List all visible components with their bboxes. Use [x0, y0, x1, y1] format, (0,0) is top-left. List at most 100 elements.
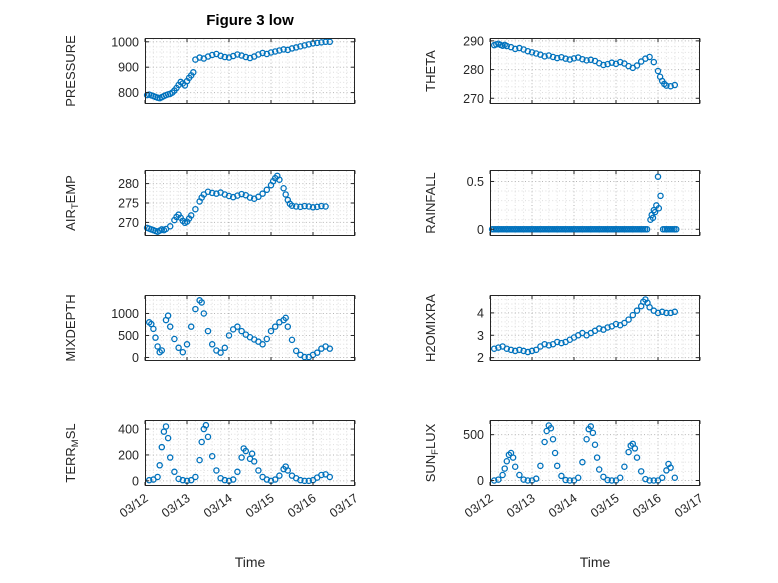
y-label-text: EMP — [63, 175, 78, 203]
y-axis-label-terr-msl: TERRMSL — [63, 423, 81, 482]
x-tick-label: 03/14 — [546, 491, 580, 520]
y-label-subscript: M — [70, 439, 81, 447]
x-axis-label-left: Time — [235, 554, 266, 570]
x-tick-label: 03/13 — [504, 491, 538, 520]
x-tick-label: 03/16 — [630, 491, 664, 520]
y-tick-label: 0.5 — [467, 175, 484, 189]
y-tick-label: 1000 — [111, 307, 139, 321]
y-label-text: MIXDEPTH — [63, 294, 78, 361]
tick-marks — [489, 295, 701, 361]
x-tick-label: 03/13 — [159, 491, 193, 520]
x-tick-label: 03/16 — [285, 491, 319, 520]
minor-grid — [146, 171, 354, 235]
minor-grid — [491, 171, 699, 235]
y-label-text: THETA — [423, 50, 438, 92]
axis-box — [490, 170, 700, 236]
y-axis-label-theta: THETA — [423, 50, 438, 92]
y-label-text: PRESSURE — [63, 35, 78, 107]
subplot-pressure: 800 900 1000 PRESSURE — [63, 35, 356, 107]
minor-grid — [146, 39, 354, 103]
rainfall-series — [488, 173, 680, 233]
x-tick-label: 03/17 — [327, 491, 361, 520]
x-tick-label: 03/17 — [672, 491, 706, 520]
y-label-subscript: T — [70, 203, 81, 209]
minor-grid — [491, 421, 699, 485]
y-tick-label: 500 — [463, 428, 484, 442]
y-tick-label: 900 — [118, 61, 139, 75]
y-axis-label-pressure: PRESSURE — [63, 35, 78, 107]
tick-marks — [144, 420, 356, 486]
x-tick-label: 03/12 — [117, 491, 151, 520]
tick-marks — [489, 38, 701, 104]
y-label-text: TERR — [63, 447, 78, 482]
y-axis-label-mixdepth: MIXDEPTH — [63, 294, 78, 361]
axis-box — [145, 420, 355, 486]
tick-marks — [489, 420, 701, 486]
y-label-subscript: F — [430, 449, 441, 455]
y-tick-label: 0 — [477, 474, 484, 488]
y-tick-label: 1000 — [111, 35, 139, 49]
subplot-theta: 270 280 290 THETA — [423, 34, 701, 106]
x-tick-label: 03/15 — [243, 491, 277, 520]
y-tick-label: 290 — [463, 34, 484, 48]
major-grid — [491, 296, 699, 360]
y-tick-label: 0 — [132, 351, 139, 365]
axis-box — [490, 420, 700, 486]
axis-box — [490, 295, 700, 361]
axis-box — [145, 295, 355, 361]
y-label-text: AIR — [63, 209, 78, 231]
y-label-text: SL — [63, 423, 78, 439]
y-tick-label: 400 — [118, 423, 139, 437]
y-axis-label-rainfall: RAINFALL — [423, 172, 438, 233]
y-tick-label: 0 — [132, 474, 139, 488]
minor-grid — [146, 296, 354, 360]
y-axis-label-air-temp: AIRTEMP — [63, 175, 81, 231]
y-tick-label: 270 — [118, 216, 139, 230]
x-tick-label: 03/15 — [588, 491, 622, 520]
y-tick-label: 2 — [477, 351, 484, 365]
y-tick-label: 4 — [477, 306, 484, 320]
subplot-terr-msl: 0 200 400 03/12 03/13 03/14 03/15 03/16 03/17 TER… — [63, 420, 361, 520]
tick-marks — [144, 295, 356, 361]
y-axis-label-h2omixra: H2OMIXRA — [423, 294, 438, 362]
theta-series — [490, 40, 679, 90]
y-label-text: RAINFALL — [423, 172, 438, 233]
y-tick-label: 280 — [463, 63, 484, 77]
subplot-air-temp: 270 275 280 AIRTEMP — [63, 170, 356, 236]
major-grid — [491, 171, 699, 235]
h2omixra-series — [490, 296, 679, 356]
y-tick-label: 0 — [477, 223, 484, 237]
tick-marks — [489, 170, 701, 236]
x-axis-label-right: Time — [580, 554, 611, 570]
axis-box — [145, 38, 355, 104]
figure-title: Figure 3 low — [206, 12, 294, 29]
y-label-text: H2OMIXRA — [423, 294, 438, 362]
sun-flux-series — [490, 422, 679, 484]
y-tick-label: 3 — [477, 329, 484, 343]
y-tick-label: 500 — [118, 329, 139, 343]
x-tick-label: 03/14 — [201, 491, 235, 520]
terr-msl-series — [145, 421, 334, 485]
subplot-rainfall: 0 0.5 RAINFALL — [423, 170, 701, 237]
y-tick-label: 270 — [463, 92, 484, 106]
tick-marks — [144, 170, 356, 236]
y-tick-label: 800 — [118, 86, 139, 100]
y-tick-label: 275 — [118, 197, 139, 211]
x-tick-label: 03/12 — [462, 491, 496, 520]
air-temp-series — [143, 172, 329, 235]
axis-box — [490, 38, 700, 104]
y-tick-label: 200 — [118, 448, 139, 462]
pressure-series — [143, 38, 334, 102]
major-grid — [146, 39, 354, 103]
y-label-text: LUX — [423, 423, 438, 449]
tick-marks — [144, 38, 356, 104]
major-grid — [146, 296, 354, 360]
mixdepth-series — [145, 297, 334, 361]
major-grid — [146, 171, 354, 235]
y-axis-label-sun-flux: SUNFLUX — [423, 423, 441, 482]
y-label-text: SUN — [423, 455, 438, 482]
y-tick-label: 280 — [118, 177, 139, 191]
subplot-mixdepth: 0 500 1000 MIXDEPTH — [63, 294, 356, 365]
